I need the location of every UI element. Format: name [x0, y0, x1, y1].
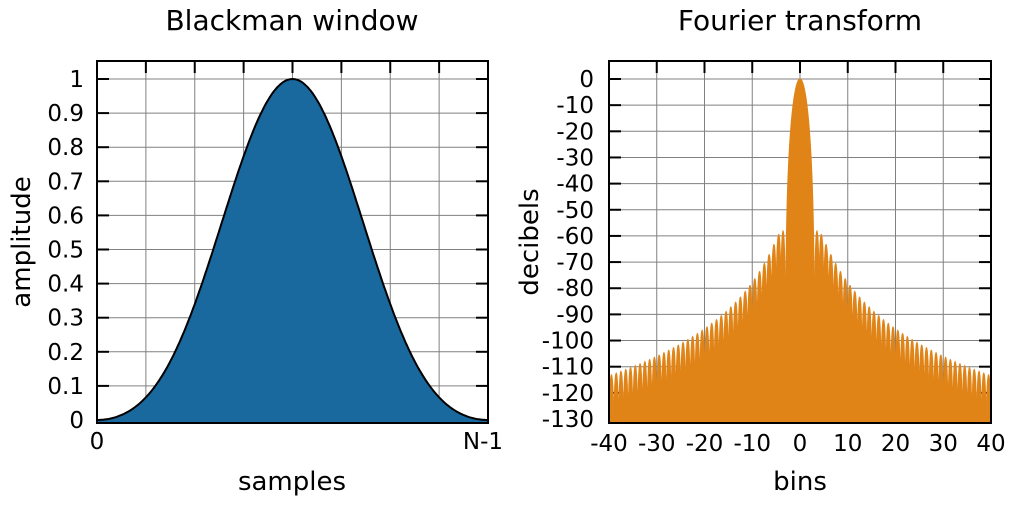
y-tick-label: 0.3 [47, 306, 84, 332]
y-tick-label: -20 [556, 119, 594, 145]
y-tick-label: -100 [542, 329, 594, 355]
y-tick-label: -30 [556, 145, 594, 171]
y-tick-label: 0.4 [47, 272, 84, 298]
right-x-axis-label: bins [773, 467, 827, 497]
y-tick-label: -60 [556, 224, 594, 250]
x-tick-label: 0 [793, 431, 808, 457]
right-y-axis-label: decibels [515, 188, 545, 295]
y-tick-label: 0.9 [47, 101, 84, 127]
y-tick-label: -10 [556, 93, 594, 119]
y-tick-label: 0 [69, 408, 84, 434]
x-tick-label: 30 [929, 431, 958, 457]
window-fill [97, 79, 488, 422]
x-tick-label: -20 [686, 431, 724, 457]
y-tick-label: -80 [556, 276, 594, 302]
right-plot-title: Fourier transform [678, 4, 922, 37]
x-tick-label: 0 [90, 429, 105, 455]
window-outline [97, 77, 488, 421]
y-tick-label: 0 [579, 67, 594, 93]
y-tick-label: -130 [542, 407, 594, 433]
x-tick-label: N-1 [463, 429, 503, 455]
left-plot-title: Blackman window [165, 4, 418, 37]
spectrum-fill [608, 78, 992, 424]
y-tick-label: 0.8 [47, 135, 84, 161]
plot-frame [96, 60, 489, 424]
y-tick-label: -90 [556, 302, 594, 328]
y-tick-label: 0.7 [47, 169, 84, 195]
y-tick-label: -50 [556, 198, 594, 224]
y-tick-label: 0.2 [47, 340, 84, 366]
left-x-axis-label: samples [238, 467, 346, 497]
blackman-plot: 0 0.1 0.2 0.3 0.4 0.5 0.6 0.7 0.8 0.9 1 0 N-1 [47, 60, 503, 455]
x-tick-label: 10 [833, 431, 862, 457]
fourier-plot: 0-10-20-30-40-50-60-70-80-90-100-110-120… [542, 60, 1006, 457]
y-tick-label: -120 [542, 381, 594, 407]
y-tick-label: -70 [556, 250, 594, 276]
x-tick-label: -30 [638, 431, 676, 457]
x-tick-label: 20 [881, 431, 910, 457]
y-tick-label: 0.1 [47, 374, 84, 400]
plot-frame [608, 60, 992, 424]
x-tick-label: 40 [976, 431, 1005, 457]
y-tick-label: -110 [542, 355, 594, 381]
left-y-axis-label: amplitude [7, 176, 37, 307]
y-tick-label: 0.6 [47, 203, 84, 229]
x-tick-label: -10 [733, 431, 771, 457]
y-tick-label: 1 [69, 67, 84, 93]
y-tick-label: -40 [556, 172, 594, 198]
x-tick-label: -40 [590, 431, 628, 457]
y-tick-label: 0.5 [47, 238, 84, 264]
